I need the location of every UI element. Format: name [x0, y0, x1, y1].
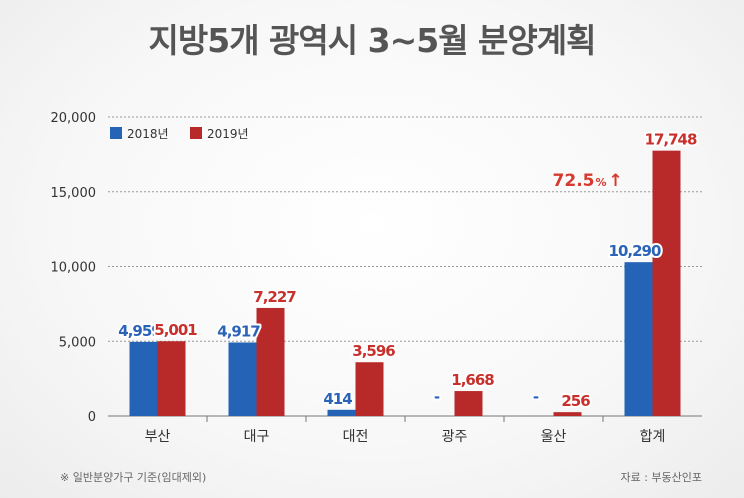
- x-tick-label: 합계: [640, 429, 666, 445]
- data-label: -: [533, 388, 539, 406]
- y-tick-label: 10,000: [51, 261, 97, 276]
- bar-2019: [157, 341, 186, 416]
- growth-annotation: 72.5% ↑: [553, 171, 623, 191]
- legend-swatch: [190, 127, 202, 139]
- data-label: -: [434, 388, 440, 406]
- bar-2019: [256, 307, 285, 416]
- bar-2019: [553, 412, 582, 416]
- y-tick-label: 5,000: [59, 335, 96, 350]
- bar-2019: [355, 362, 384, 416]
- data-label: 3,596: [352, 342, 395, 360]
- bar-2018: [129, 341, 158, 416]
- y-tick-label: 0: [88, 410, 96, 425]
- legend-label: 2019년: [207, 127, 249, 141]
- bar-2019: [454, 391, 483, 416]
- data-label: 4,917: [217, 322, 260, 340]
- data-label: 1,668: [451, 371, 494, 389]
- y-tick-label: 15,000: [51, 186, 97, 201]
- up-arrow-icon: ↑: [609, 171, 623, 191]
- chart-title: 지방5개 광역시 3~5월 분양계획: [148, 21, 597, 60]
- legend-swatch: [110, 127, 122, 139]
- x-tick-label: 부산: [145, 429, 171, 445]
- x-tick-label: 대구: [244, 429, 270, 445]
- y-axis: 0 5,000 10,000 15,000 20,000: [51, 111, 702, 425]
- x-axis: 부산 대구 대전 광주 울산 합계: [145, 429, 666, 445]
- footnote: ※ 일반분양가구 기준(임대제외): [60, 471, 207, 484]
- data-label: 5,001: [154, 321, 197, 339]
- bar-2019: [652, 150, 681, 416]
- growth-unit: %: [596, 176, 607, 189]
- data-label: 256: [561, 392, 590, 410]
- data-label: 414: [323, 390, 352, 408]
- grid-lines: [108, 116, 702, 342]
- x-tick-label: 울산: [541, 429, 567, 445]
- bar-2018: [327, 409, 356, 416]
- bar-2018: [624, 262, 653, 416]
- x-tick-label: 대전: [343, 429, 369, 445]
- bar-2018: [228, 342, 257, 416]
- data-label: 10,290: [609, 242, 661, 260]
- legend: 2018년 2019년: [110, 127, 249, 141]
- y-tick-label: 20,000: [51, 111, 97, 126]
- data-label: 4,959: [118, 322, 161, 340]
- data-label: 7,227: [253, 288, 296, 306]
- legend-label: 2018년: [127, 127, 169, 141]
- data-label: 17,748: [645, 131, 697, 149]
- x-tick-label: 광주: [442, 429, 468, 445]
- source-note: 자료 : 부동산인포: [620, 471, 702, 484]
- growth-value: 72.5: [553, 171, 595, 191]
- bars: [129, 150, 681, 416]
